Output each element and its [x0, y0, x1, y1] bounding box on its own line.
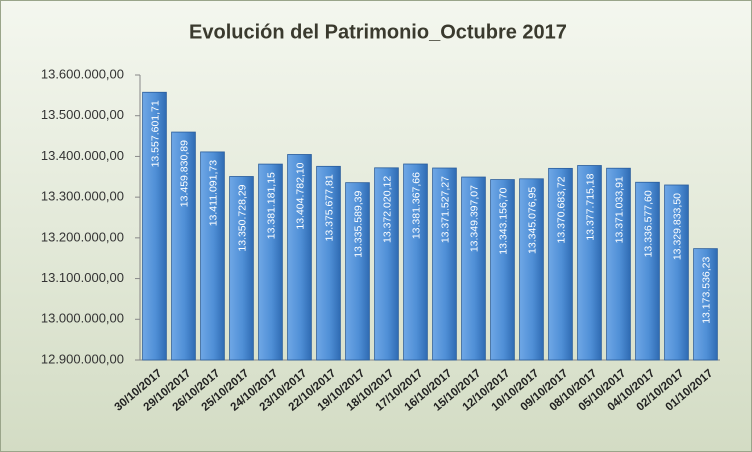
y-tick-label: 12.900.000,00: [41, 351, 124, 366]
bar: [693, 248, 718, 361]
bar: [606, 167, 631, 361]
bar: [229, 176, 254, 361]
bar: [461, 176, 486, 361]
value-label: 13.335.589,39: [352, 191, 364, 258]
y-tick-label: 13.500.000,00: [41, 107, 124, 122]
value-label: 13.557.601,71: [149, 100, 161, 167]
value-label: 13.372.020,12: [381, 176, 393, 243]
y-tick-label: 13.600.000,00: [41, 66, 124, 81]
value-label: 13.381.181,15: [265, 172, 277, 239]
y-tick-label: 13.100.000,00: [41, 270, 124, 285]
value-label: 13.349.397,07: [468, 185, 480, 252]
y-tick-label: 13.400.000,00: [41, 148, 124, 163]
value-label: 13.336.577,60: [642, 190, 654, 257]
value-label: 13.459.830,89: [178, 140, 190, 207]
bar: [374, 167, 399, 361]
y-tick-label: 13.300.000,00: [41, 189, 124, 204]
bar: [519, 178, 544, 361]
bar: [403, 163, 428, 361]
value-label: 13.345.076,95: [526, 187, 538, 254]
bar: [258, 163, 283, 361]
value-label: 13.173.536,23: [700, 256, 712, 323]
y-tick-label: 13.200.000,00: [41, 229, 124, 244]
bar: [142, 91, 167, 361]
value-label: 13.381.367,66: [410, 172, 422, 239]
value-label: 13.404.782,10: [294, 162, 306, 229]
value-label: 13.370.683,72: [555, 176, 567, 243]
bar: [432, 167, 457, 361]
y-tick-label: 13.000.000,00: [41, 311, 124, 326]
bar: [200, 151, 225, 361]
value-label: 13.343.156,70: [497, 187, 509, 254]
value-label: 13.371.033,91: [613, 176, 625, 243]
value-label: 13.329.833,50: [671, 193, 683, 260]
value-label: 13.350.728,29: [236, 184, 248, 251]
bar: [316, 165, 341, 361]
bar: [287, 154, 312, 361]
bar: [345, 182, 370, 361]
bar: [577, 165, 602, 361]
bar: [490, 179, 515, 361]
chart-title: Evolución del Patrimonio_Octubre 2017: [189, 21, 567, 43]
bar: [635, 181, 660, 361]
bar: [548, 167, 573, 361]
value-label: 13.371.527,27: [439, 176, 451, 243]
value-label: 13.375.677,81: [323, 174, 335, 241]
bar: [171, 131, 196, 361]
value-label: 13.377.715,18: [584, 173, 596, 240]
value-label: 13.411.091,73: [207, 160, 219, 227]
bar: [664, 184, 689, 361]
